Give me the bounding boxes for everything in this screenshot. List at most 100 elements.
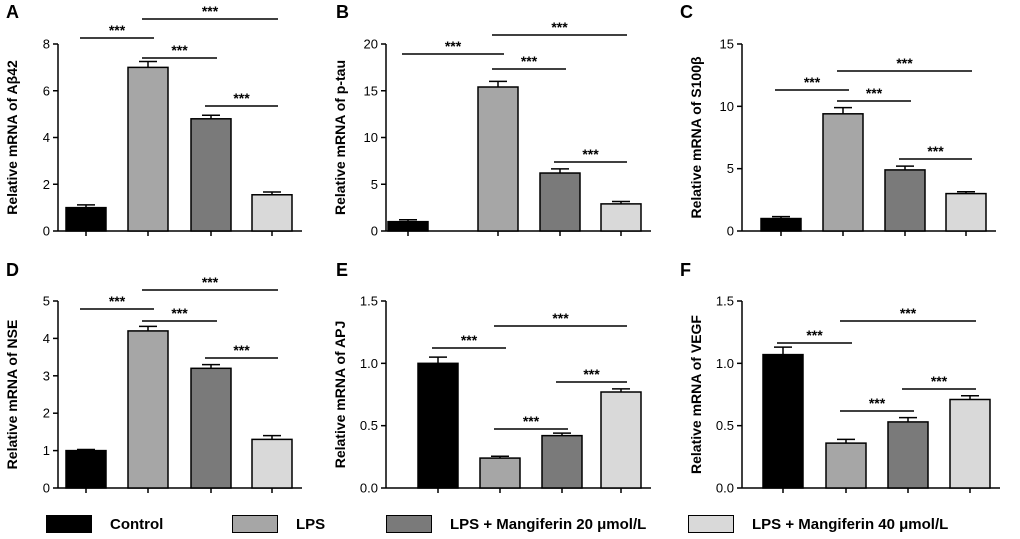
bar (822, 113, 864, 232)
significance-label: *** (804, 74, 821, 90)
legend-swatch-control (46, 515, 92, 533)
legend-label-mangiferin-20: LPS + Mangiferin 20 μmol/L (450, 515, 647, 533)
bar (949, 398, 991, 489)
y-axis-label: Relative mRNA of VEGF (688, 315, 704, 474)
significance-label: *** (202, 3, 219, 19)
y-axis-label: Relative mRNA of Aβ42 (4, 60, 20, 215)
y-tick-label: 0.0 (716, 481, 734, 496)
y-axis-label: Relative mRNA of S100β (688, 56, 704, 219)
chart-panel-a: A 0 2 4 6 8 Relative mRNA of Aβ42 *** *** *** *** (4, 2, 302, 239)
y-tick-label: 1 (43, 443, 50, 458)
significance-label: *** (461, 332, 478, 348)
bar (945, 192, 987, 232)
significance-label: *** (109, 293, 126, 309)
bar (884, 169, 926, 232)
bar (190, 367, 232, 489)
legend: Control LPS LPS + Mangiferin 20 μmol/L L… (0, 508, 1020, 538)
legend-item-mangiferin-20: LPS + Mangiferin 20 μmol/L (386, 514, 646, 534)
y-tick-label: 20 (364, 37, 378, 52)
y-axis-label: Relative mRNA of APJ (332, 321, 348, 469)
y-tick-label: 6 (43, 83, 50, 98)
y-tick-label: 4 (43, 331, 50, 346)
y-tick-label: 0 (43, 224, 50, 239)
panel-letter: C (680, 2, 693, 22)
significance-label: *** (583, 366, 600, 382)
y-tick-label: 0.5 (716, 418, 734, 433)
panel-letter: D (6, 260, 19, 280)
significance-label: *** (806, 327, 823, 343)
legend-label-mangiferin-40: LPS + Mangiferin 40 μmol/L (752, 515, 949, 533)
bar (65, 449, 107, 489)
y-tick-label: 0 (43, 481, 50, 496)
bar (541, 434, 583, 489)
y-tick-label: 5 (371, 177, 378, 192)
y-tick-label: 0.5 (360, 418, 378, 433)
legend-label-lps: LPS (296, 515, 326, 533)
chart-panel-f: F 0.0 0.5 1.0 1.5 Relative mRNA of VEGF *** ***… (680, 260, 1000, 496)
panel-letter: F (680, 260, 691, 280)
bar (600, 391, 642, 489)
significance-label: *** (523, 413, 540, 429)
bar (477, 86, 519, 232)
y-tick-label: 15 (720, 37, 734, 52)
bar (127, 66, 169, 232)
y-tick-label: 3 (43, 368, 50, 383)
significance-label: *** (931, 373, 948, 389)
bar (127, 330, 169, 489)
y-tick-label: 2 (43, 177, 50, 192)
panel-letter: A (6, 2, 19, 22)
y-tick-label: 8 (43, 37, 50, 52)
y-tick-label: 5 (43, 294, 50, 309)
legend-swatch-lps (232, 515, 278, 533)
bar (251, 194, 293, 232)
y-axis-label: Relative mRNA of NSE (4, 320, 20, 470)
significance-label: *** (866, 85, 883, 101)
significance-label: *** (202, 274, 219, 290)
significance-label: *** (900, 305, 917, 321)
bar (190, 118, 232, 232)
significance-label: *** (171, 305, 188, 321)
bar (479, 457, 521, 489)
significance-label: *** (521, 53, 538, 69)
bar (825, 442, 867, 489)
bar (887, 421, 929, 489)
legend-item-control: Control (46, 514, 163, 534)
chart-panel-c: C 0 5 10 15 Relative mRNA of S100β *** *** *** **… (680, 2, 996, 239)
y-tick-label: 10 (720, 99, 734, 114)
chart-panel-d: D 0 1 2 3 4 5 Relative mRNA of NSE *** *** *** *** (4, 260, 302, 496)
y-tick-label: 1.0 (360, 356, 378, 371)
legend-swatch-mangiferin-40 (688, 515, 734, 533)
y-tick-label: 1.5 (360, 294, 378, 309)
significance-label: *** (896, 55, 913, 71)
y-tick-label: 0.0 (360, 481, 378, 496)
y-tick-label: 0 (371, 224, 378, 239)
significance-label: *** (445, 38, 462, 54)
bar (417, 362, 459, 489)
significance-label: *** (233, 342, 250, 358)
chart-panel-b: B 0 5 10 15 20 Relative mRNA of p-tau *** *** ***… (332, 2, 651, 239)
y-axis-label: Relative mRNA of p-tau (332, 60, 348, 215)
significance-label: *** (551, 19, 568, 35)
significance-label: *** (582, 146, 599, 162)
bar (760, 217, 802, 232)
y-tick-label: 4 (43, 130, 50, 145)
significance-label: *** (869, 395, 886, 411)
significance-label: *** (109, 22, 126, 38)
significance-label: *** (552, 310, 569, 326)
y-tick-label: 1.5 (716, 294, 734, 309)
y-tick-label: 1.0 (716, 356, 734, 371)
legend-item-mangiferin-40: LPS + Mangiferin 40 μmol/L (688, 514, 948, 534)
significance-label: *** (171, 42, 188, 58)
panel-letter: B (336, 2, 349, 22)
y-tick-label: 2 (43, 406, 50, 421)
bar (387, 220, 429, 232)
y-tick-label: 10 (364, 130, 378, 145)
bar (65, 206, 107, 232)
legend-item-lps: LPS (232, 514, 325, 534)
bar (600, 203, 642, 232)
legend-label-control: Control (110, 515, 164, 533)
y-tick-label: 5 (727, 161, 734, 176)
significance-label: *** (927, 143, 944, 159)
y-tick-label: 0 (727, 224, 734, 239)
